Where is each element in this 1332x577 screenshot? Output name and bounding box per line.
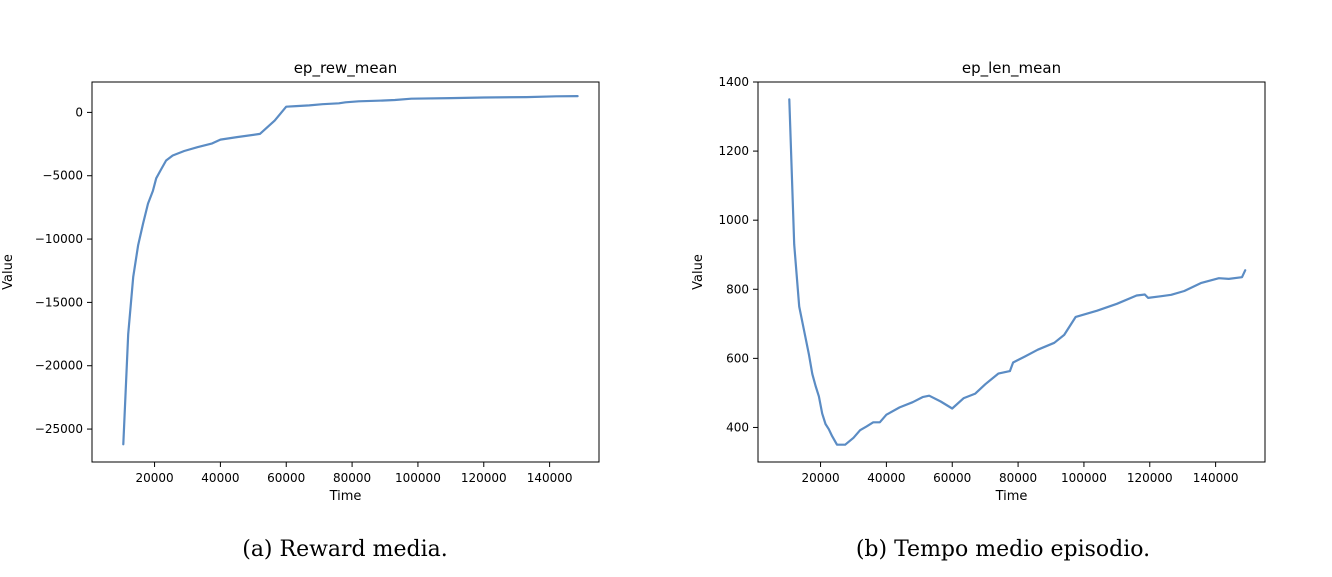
figure-caption: (a) Reward media. [242,537,448,562]
plot-frame [757,81,1266,463]
y-tick-label: 0 [75,105,83,119]
chart-panel-episode-length: ep_len_mean 20000 40000 60000 80000 100000 120… [691,59,1266,562]
x-tick-label: 20000 [135,471,173,485]
y-tick-label: 1000 [718,213,749,227]
y-tick-label: −25000 [35,422,83,436]
x-tick-label: 80000 [999,471,1037,485]
y-axis-label: Value [1,254,16,290]
figure-caption: (b) Tempo medio episodio. [856,537,1150,562]
y-tick-label: −5000 [42,169,83,183]
x-tick-label: 40000 [867,471,905,485]
series-line-length [788,98,1247,446]
chart-title: ep_rew_mean [294,59,398,78]
x-axis-label: Time [329,489,362,504]
x-axis-label: Time [995,489,1028,504]
y-tick-label: −15000 [35,295,83,309]
x-tick-label: 120000 [461,471,507,485]
y-tick-label: 400 [726,420,749,434]
x-tick-label: 120000 [1127,471,1173,485]
x-tick-label: 100000 [1061,471,1107,485]
x-tick-label: 60000 [933,471,971,485]
y-tick-label: −10000 [35,232,83,246]
y-tick-label: 800 [726,282,749,296]
y-tick-label: 600 [726,351,749,365]
y-tick-label: 1200 [718,144,749,158]
chart-panel-reward: ep_rew_mean 20000 40000 60000 80000 100000 120… [1,59,600,562]
y-tick-label: −20000 [35,359,83,373]
x-tick-label: 140000 [1193,471,1239,485]
x-tick-label: 80000 [333,471,371,485]
chart-title: ep_len_mean [962,59,1061,78]
series-line-reward [122,95,579,446]
x-tick-label: 60000 [267,471,305,485]
x-tick-label: 40000 [201,471,239,485]
x-tick-label: 100000 [395,471,441,485]
y-tick-label: 1400 [718,75,749,89]
x-tick-label: 20000 [801,471,839,485]
y-axis-label: Value [691,254,706,290]
plot-frame [91,81,600,463]
x-tick-label: 140000 [527,471,573,485]
